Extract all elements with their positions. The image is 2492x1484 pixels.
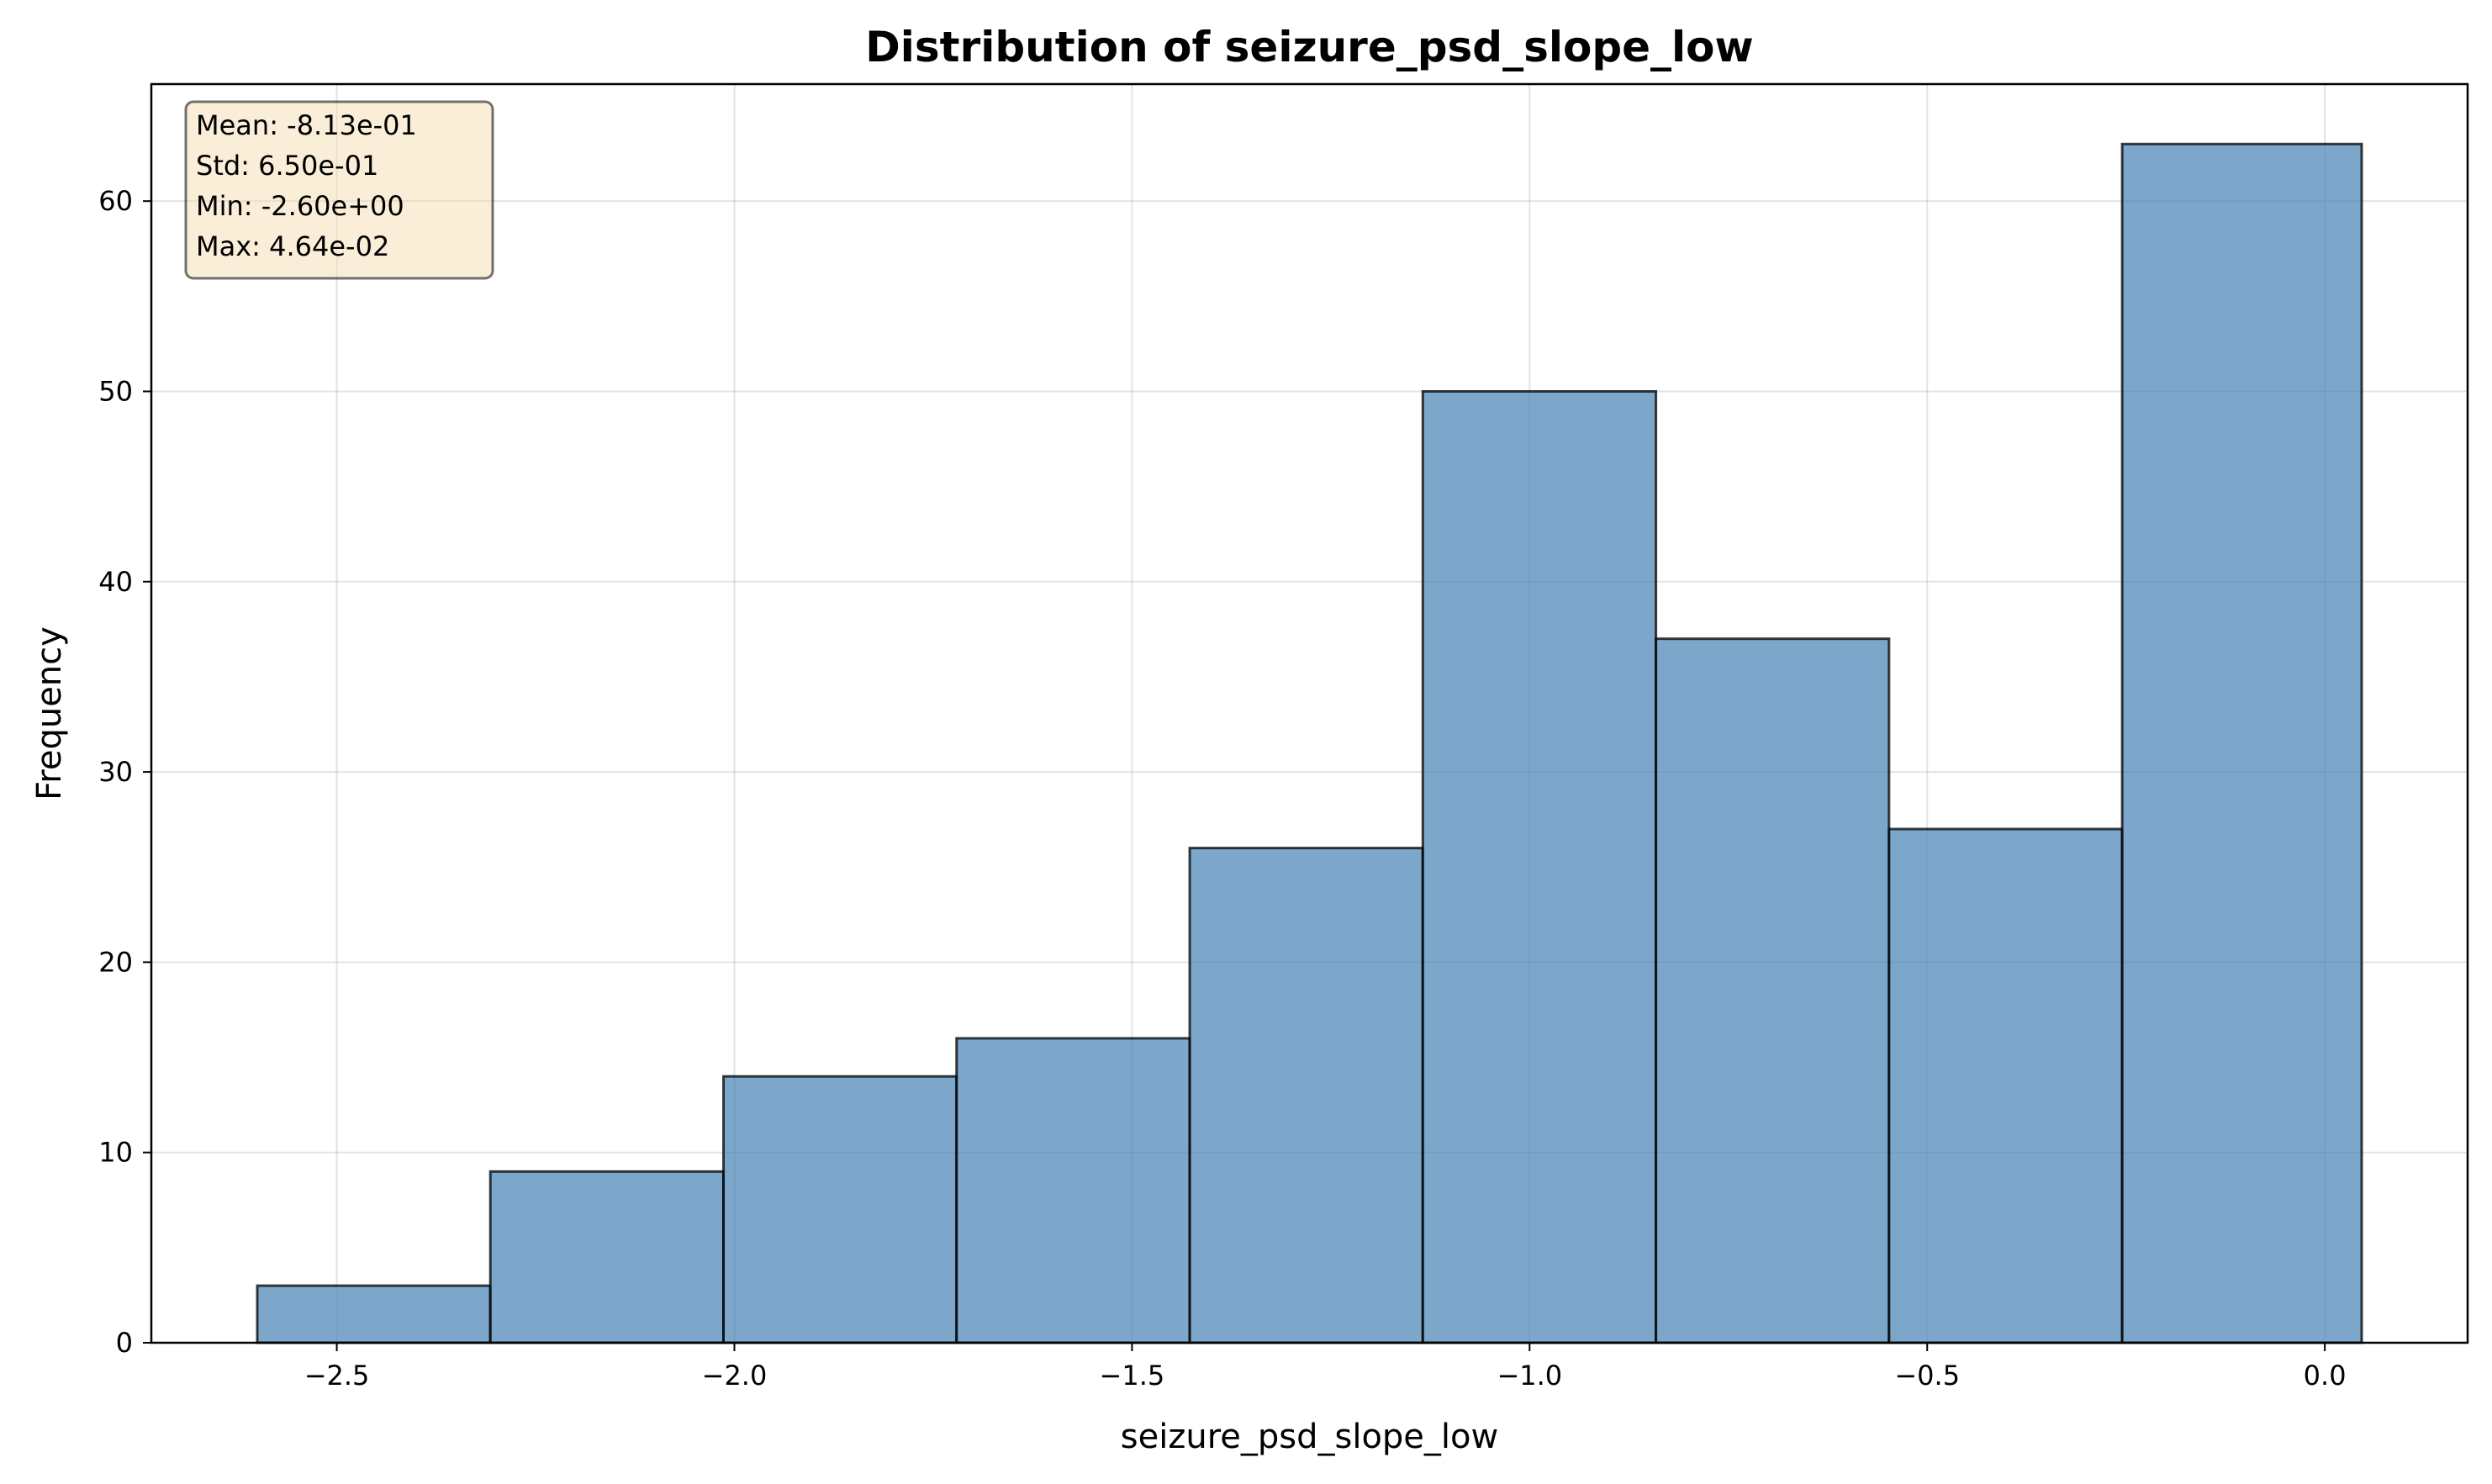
histogram-bar: [722, 1075, 958, 1344]
stats-min: Min: -2.60e+00: [196, 190, 404, 222]
histogram-bar: [1887, 827, 2124, 1344]
y-tick-label: 50: [98, 375, 133, 407]
y-tick-label: 10: [98, 1137, 133, 1169]
y-tick-label: 60: [98, 185, 133, 217]
x-tick-label: −0.5: [1894, 1360, 1960, 1392]
x-axis-title: seizure_psd_slope_low: [1121, 1418, 1498, 1456]
x-axis-ticks: −2.5 −2.0 −1.5 −1.0 −0.5 0.0: [304, 1343, 2347, 1392]
stats-box: Mean: -8.13e-01 Std: 6.50e-01 Min: -2.60…: [184, 100, 494, 280]
histogram-bar: [256, 1284, 492, 1344]
plot-area-frame: [150, 82, 2469, 1344]
x-tick-label: −1.0: [1497, 1360, 1562, 1392]
stats-box-background: [184, 100, 494, 280]
y-tick-label: 40: [98, 566, 133, 598]
x-tick-label: −2.0: [702, 1360, 768, 1392]
x-tick-label: −2.5: [304, 1360, 370, 1392]
y-axis-ticks: 0 10 20 30 40 50 60: [98, 185, 151, 1359]
y-tick-label: 20: [98, 946, 133, 978]
histogram-bar: [955, 1037, 1191, 1344]
x-tick-label: −1.5: [1100, 1360, 1165, 1392]
y-tick-label: 0: [116, 1327, 133, 1359]
x-tick-label: 0.0: [2304, 1360, 2347, 1392]
stats-mean: Mean: -8.13e-01: [196, 109, 417, 141]
histogram-bar: [1421, 389, 1658, 1344]
histogram-bars: [256, 142, 2363, 1344]
histogram-bar: [488, 1170, 726, 1344]
stats-std: Std: 6.50e-01: [196, 150, 378, 182]
y-axis-title: Frequency: [30, 626, 69, 800]
stats-max: Max: 4.64e-02: [196, 230, 389, 262]
y-tick-label: 30: [98, 756, 133, 788]
histogram-bar: [1655, 637, 1891, 1344]
histogram-bar: [2120, 142, 2363, 1344]
chart-title: Distribution of seizure_psd_slope_low: [865, 23, 1753, 71]
histogram-bar: [1188, 847, 1424, 1344]
